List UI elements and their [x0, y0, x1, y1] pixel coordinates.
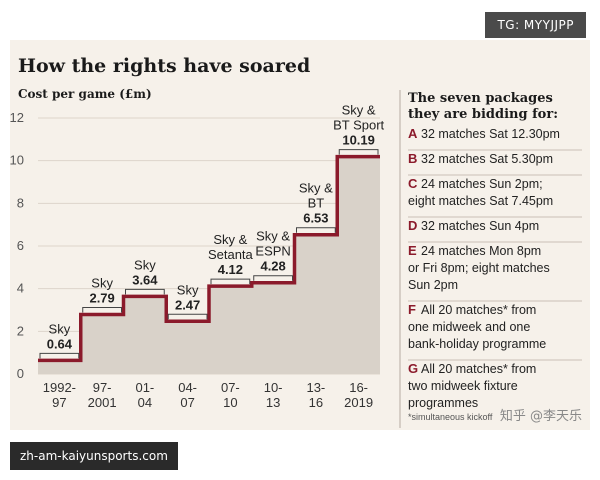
x-tick-label: 07: [180, 395, 194, 410]
package-text: 24 matches Mon 8pm: [421, 244, 541, 258]
x-tick-label: 97-: [93, 380, 112, 395]
package-text: eight matches Sat 7.45pm: [408, 194, 553, 208]
package-letter: G: [408, 361, 418, 376]
broadcaster-label: ESPN: [255, 244, 290, 259]
package-text: Sun 2pm: [408, 278, 458, 292]
broadcaster-label: Sky: [49, 321, 71, 336]
package-text: programmes: [408, 396, 478, 410]
broadcaster-label: Sky: [177, 282, 199, 297]
plot-area: 0246810120.64Sky1992-972.79Sky97-20013.6…: [10, 103, 385, 410]
broadcaster-label: Sky &: [256, 229, 290, 244]
watermark-text: 知乎 @李天乐: [500, 408, 582, 424]
value-label: 2.47: [175, 297, 200, 312]
package-text: 32 matches Sun 4pm: [421, 219, 539, 233]
y-tick-label: 8: [17, 195, 24, 210]
period-bracket: [338, 149, 379, 155]
x-tick-label: 13: [266, 395, 280, 410]
broadcaster-label: Sky &: [342, 103, 376, 118]
package-text: bank-holiday programme: [408, 337, 546, 351]
y-tick-label: 6: [17, 238, 24, 253]
package-text: 24 matches Sun 2pm;: [421, 177, 543, 191]
period-bracket: [253, 275, 293, 281]
y-tick-label: 4: [17, 281, 24, 296]
x-tick-label: 04: [138, 395, 152, 410]
chart-title: How the rights have soared: [18, 55, 310, 77]
package-letter: E: [408, 243, 417, 258]
x-tick-label: 07-: [221, 380, 240, 395]
broadcaster-label: Sky: [134, 257, 156, 272]
chart-card: How the rights have soared Cost per game…: [10, 40, 590, 430]
package-text: two midweek fixture: [408, 379, 518, 393]
period-bracket: [296, 227, 336, 233]
broadcaster-label: Sky &: [213, 232, 247, 247]
x-tick-label: 10-: [264, 380, 283, 395]
package-text: one midweek and one: [408, 320, 530, 334]
value-label: 0.64: [47, 336, 73, 351]
x-tick-label: 01-: [135, 380, 154, 395]
broadcaster-label: Setanta: [208, 247, 254, 262]
x-tick-label: 2019: [344, 395, 373, 410]
period-bracket: [39, 352, 80, 359]
x-tick-label: 04-: [178, 380, 197, 395]
series-area: [38, 156, 380, 374]
package-letter: C: [408, 176, 418, 191]
period-bracket: [210, 278, 251, 285]
package-text: All 20 matches* from: [421, 362, 536, 376]
series-step-line: [38, 154, 380, 363]
package-text: or Fri 8pm; eight matches: [408, 261, 550, 275]
package-letter: A: [408, 126, 418, 141]
value-label: 10.19: [342, 133, 375, 148]
period-bracket: [82, 306, 122, 313]
package-letter: B: [408, 151, 417, 166]
x-tick-label: 13-: [306, 380, 325, 395]
package-text: 32 matches Sat 12.30pm: [421, 127, 560, 141]
x-tick-label: 16: [309, 395, 323, 410]
x-tick-label: 1992-: [43, 380, 76, 395]
broadcaster-label: Sky &: [299, 181, 333, 196]
value-label: 3.64: [132, 272, 158, 287]
x-tick-label: 10: [223, 395, 237, 410]
watermark-badge-top: TG: MYYJJPP: [485, 12, 586, 38]
y-tick-label: 0: [17, 366, 24, 381]
y-tick-label: 12: [10, 110, 24, 125]
period-bracket: [167, 313, 208, 320]
chart-svg: How the rights have soared Cost per game…: [10, 55, 582, 428]
value-label: 4.28: [260, 259, 285, 274]
value-label: 6.53: [303, 211, 328, 226]
value-label: 2.79: [89, 290, 114, 305]
packages-title: they are bidding for:: [408, 107, 558, 122]
package-letter: F: [408, 302, 416, 317]
y-tick-label: 10: [10, 153, 24, 168]
broadcaster-label: BT: [308, 196, 325, 211]
watermark-badge-bottom: zh-am-kaiyunsports.com: [10, 442, 178, 470]
period-bracket: [125, 288, 165, 295]
package-letter: D: [408, 218, 417, 233]
package-text: 32 matches Sat 5.30pm: [421, 152, 553, 166]
y-axis-label: Cost per game (£m): [18, 87, 152, 101]
broadcaster-label: Sky: [91, 275, 113, 290]
value-label: 4.12: [218, 262, 243, 277]
x-tick-label: 16-: [349, 380, 368, 395]
footnote: *simultaneous kickoff: [408, 412, 493, 422]
packages-title: The seven packages: [408, 91, 553, 106]
x-tick-label: 97: [52, 395, 66, 410]
package-text: All 20 matches* from: [421, 303, 536, 317]
y-tick-label: 2: [17, 323, 24, 338]
broadcaster-label: BT Sport: [333, 118, 384, 133]
x-tick-label: 2001: [88, 395, 117, 410]
